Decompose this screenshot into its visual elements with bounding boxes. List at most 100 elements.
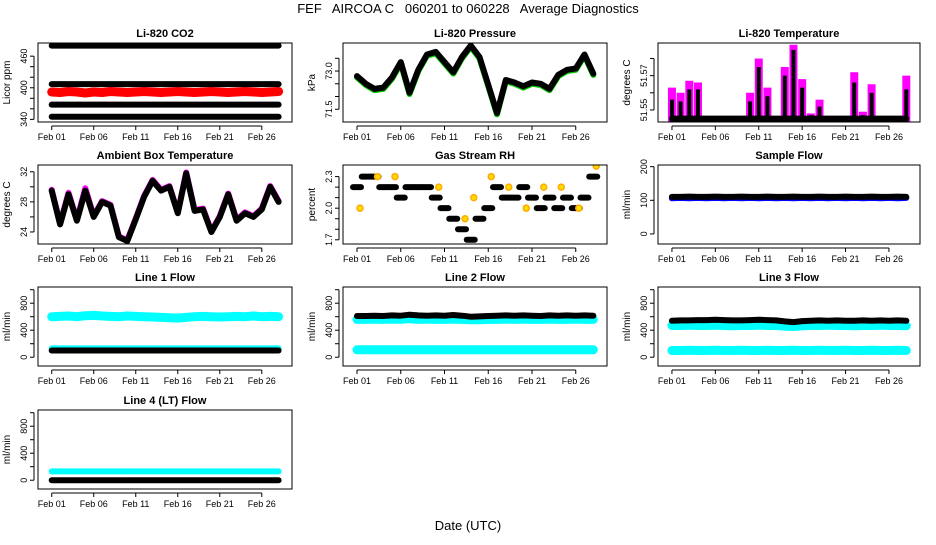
series-1-point: [436, 184, 442, 190]
y-tick-label: 2.3: [324, 170, 334, 183]
x-tick-label: Feb 11: [122, 499, 149, 509]
y-axis-label: ml/min: [2, 312, 13, 341]
series-1-point: [357, 205, 363, 211]
series-0-line: [52, 92, 279, 94]
y-tick-label: 2.0: [324, 202, 334, 215]
y-tick-label: 24: [19, 227, 29, 237]
y-axis-label: degrees C: [622, 59, 633, 105]
series-group: [357, 46, 593, 115]
x-tick-label: Feb 01: [658, 254, 686, 264]
x-tick-label: Feb 06: [387, 132, 415, 142]
x-tick-label: Feb 21: [518, 376, 546, 386]
series-group: [672, 320, 906, 351]
panel-1: Li-820 Pressure kPa 71.5 73.0 Feb 01 Feb 06 Fe…: [307, 28, 607, 142]
y-axis-label: ml/min: [622, 190, 633, 219]
x-tick-label: Feb 01: [38, 376, 66, 386]
x-tick-label: Feb 16: [474, 376, 502, 386]
x-tick-label: Feb 06: [701, 254, 729, 264]
x-tick-label: Feb 21: [206, 499, 234, 509]
x-tick-label: Feb 21: [206, 254, 234, 264]
series-group: [52, 46, 279, 117]
y-tick-label: 1.7: [324, 234, 334, 247]
x-tick-label: Feb 16: [788, 132, 816, 142]
x-tick-label: Feb 06: [387, 376, 415, 386]
y-tick-label: 400: [639, 323, 649, 338]
x-tick-label: Feb 26: [248, 254, 276, 264]
series-1-point: [593, 163, 599, 169]
y-tick-label: 71.5: [324, 100, 334, 118]
y-tick-label: 800: [19, 296, 29, 311]
series-1-point: [506, 184, 512, 190]
x-tick-label: Feb 11: [122, 376, 149, 386]
panel-title: Line 4 (LT) Flow: [124, 395, 207, 407]
series-1-point: [541, 184, 547, 190]
y-tick-label: 460: [19, 49, 29, 64]
y-tick-label: 340: [19, 112, 29, 127]
x-tick-label: Feb 01: [38, 499, 66, 509]
panel-title: Li-820 Pressure: [434, 28, 516, 40]
series-1-point: [462, 216, 468, 222]
series-0-line: [52, 173, 279, 241]
x-tick-label: Feb 11: [431, 254, 458, 264]
panel-title: Sample Flow: [755, 150, 823, 162]
x-tick-label: Feb 16: [164, 132, 192, 142]
x-tick-label: Feb 11: [745, 132, 772, 142]
y-tick-label: 51.55: [639, 99, 649, 122]
series-1-point: [392, 174, 398, 180]
series-group: [672, 45, 906, 122]
y-tick-label: 200: [639, 159, 649, 174]
x-tick-label: Feb 11: [431, 376, 458, 386]
plot-box: [38, 410, 292, 489]
x-tick-label: Feb 11: [431, 132, 458, 142]
y-tick-label: 800: [324, 296, 334, 311]
x-tick-label: Feb 26: [248, 499, 276, 509]
y-tick-label: 0: [639, 231, 649, 236]
x-tick-label: Feb 16: [788, 254, 816, 264]
y-axis-label: percent: [307, 188, 318, 222]
y-tick-label: 28: [19, 197, 29, 207]
y-tick-label: 32: [19, 167, 29, 177]
x-tick-label: Feb 11: [745, 376, 772, 386]
panel-title: Li-820 Temperature: [739, 28, 840, 40]
panel-title: Line 2 Flow: [445, 272, 505, 284]
x-axis-title: Date (UTC): [435, 518, 501, 533]
x-tick-label: Feb 26: [875, 254, 903, 264]
x-tick-label: Feb 26: [562, 132, 590, 142]
series-1-point: [558, 184, 564, 190]
series-1-line: [357, 46, 593, 114]
y-tick-label: 51.57: [639, 64, 649, 87]
x-tick-label: Feb 01: [38, 254, 66, 264]
series-1-point: [488, 174, 494, 180]
series-1-point: [471, 195, 477, 201]
x-tick-label: Feb 01: [38, 132, 66, 142]
x-tick-label: Feb 26: [875, 376, 903, 386]
y-tick-label: 73.0: [324, 62, 334, 80]
x-tick-label: Feb 06: [80, 376, 108, 386]
y-tick-label: 400: [324, 323, 334, 338]
plot-box: [658, 165, 920, 244]
y-axis-label: kPa: [307, 73, 318, 91]
series-group: [52, 173, 279, 242]
x-tick-label: Feb 26: [562, 376, 590, 386]
x-tick-label: Feb 21: [206, 132, 234, 142]
series-1-line: [52, 173, 279, 241]
x-tick-label: Feb 11: [122, 254, 149, 264]
panel-2: Li-820 Temperature degrees C 51.55 51.57 Feb…: [622, 28, 920, 142]
y-axis-label: Licor ppm: [2, 61, 13, 105]
y-tick-label: 400: [19, 80, 29, 95]
x-tick-label: Feb 26: [562, 254, 590, 264]
x-tick-label: Feb 01: [343, 132, 371, 142]
x-tick-label: Feb 16: [474, 132, 502, 142]
y-axis-label: ml/min: [2, 435, 13, 464]
series-2-line: [672, 320, 906, 322]
plot-box: [38, 165, 292, 244]
x-tick-label: Feb 21: [206, 376, 234, 386]
series-2-line: [357, 315, 593, 317]
x-tick-label: Feb 06: [80, 499, 108, 509]
x-tick-label: Feb 21: [518, 132, 546, 142]
